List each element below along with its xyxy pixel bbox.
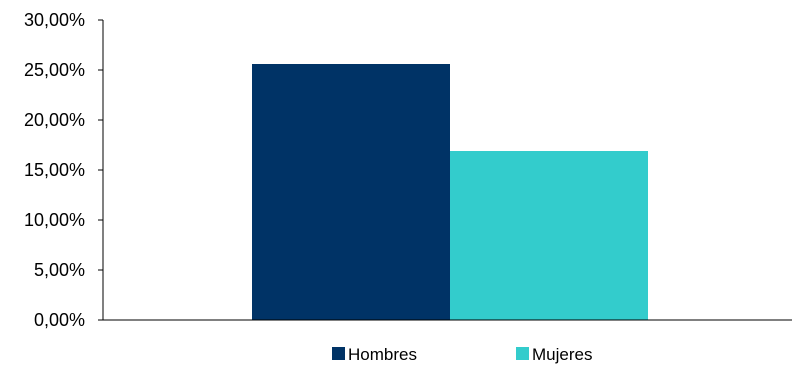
bars [252, 64, 648, 320]
y-tick-label: 25,00% [24, 60, 85, 80]
y-tick-label: 20,00% [24, 110, 85, 130]
y-tick-label: 0,00% [34, 310, 85, 330]
legend-label-mujeres: Mujeres [532, 345, 592, 364]
legend-swatch-hombres [332, 347, 345, 360]
legend: Hombres Mujeres [332, 345, 592, 364]
y-tick-label: 30,00% [24, 10, 85, 30]
bar-mujeres [450, 151, 648, 320]
bar-hombres [252, 64, 450, 320]
legend-swatch-mujeres [516, 347, 529, 360]
y-tick-label: 15,00% [24, 160, 85, 180]
y-tick-label: 10,00% [24, 210, 85, 230]
legend-label-hombres: Hombres [348, 345, 417, 364]
y-tick-label: 5,00% [34, 260, 85, 280]
y-axis-ticks: 0,00% 5,00% 10,00% 15,00% 20,00% 25,00% 30,00% [24, 10, 103, 330]
